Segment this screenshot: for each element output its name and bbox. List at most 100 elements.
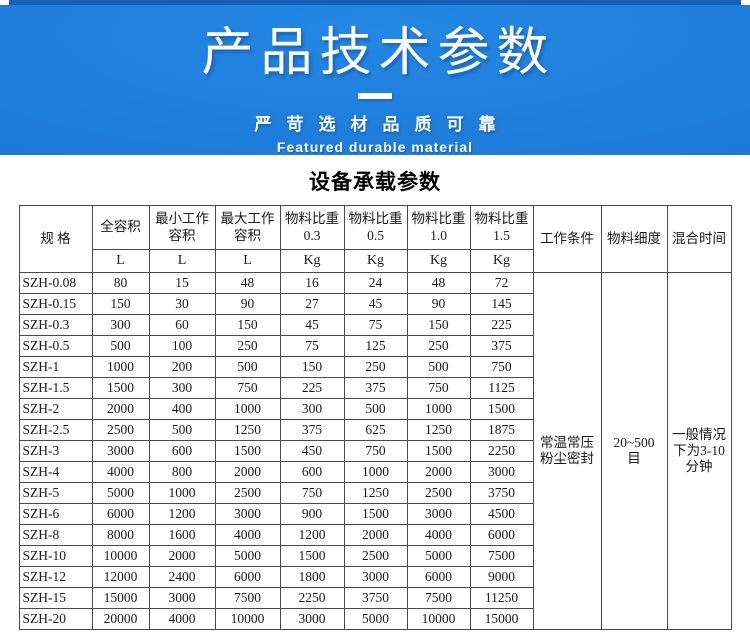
table-row: SZH-3 3000 600 1500 450 750 1500 2250 — [18, 440, 731, 462]
value-cell: 600 — [279, 461, 345, 483]
value-cell: 8000 — [91, 524, 150, 546]
value-cell: 48 — [406, 272, 471, 294]
spec-table-body: SZH-0.08 80 15 48 16 24 48 72 常温常压 粉尘密封 20~500 目一… — [18, 272, 732, 630]
value-cell: 45 — [279, 314, 345, 336]
value-cell: 30 — [148, 293, 216, 315]
value-cell: 3750 — [469, 482, 534, 504]
value-cell: 225 — [279, 377, 345, 399]
value-cell: 1600 — [148, 524, 216, 546]
unit-cell: Kg — [469, 249, 534, 273]
value-cell: 150 — [406, 314, 471, 336]
value-cell: 2250 — [279, 587, 345, 609]
value-cell: 900 — [279, 503, 345, 525]
value-cell: 90 — [214, 293, 281, 315]
table-row: SZH-0.3 300 60 150 45 75 150 225 — [18, 314, 731, 336]
value-cell: 1500 — [469, 398, 534, 420]
header-density-0-5: 物料比重 0.5 — [343, 205, 408, 250]
value-cell: 9000 — [469, 566, 534, 588]
spec-cell: SZH-12 — [18, 566, 93, 588]
value-cell: 72 — [469, 272, 534, 294]
header-density-1-0: 物料比重 1.0 — [406, 205, 471, 250]
unit-cell: L — [91, 249, 150, 273]
value-cell: 400 — [148, 398, 216, 420]
material-fineness-cell: 20~500 目 — [600, 272, 668, 630]
value-cell: 2500 — [406, 482, 471, 504]
value-cell: 250 — [214, 335, 281, 357]
value-cell: 1200 — [279, 524, 345, 546]
value-cell: 5000 — [343, 608, 408, 630]
value-cell: 6000 — [214, 566, 281, 588]
banner: 产品技术参数 严苛选材品质可靠 Featured durable materia… — [0, 5, 750, 155]
value-cell: 2000 — [406, 461, 471, 483]
value-cell: 7500 — [214, 587, 281, 609]
spec-cell: SZH-20 — [18, 608, 93, 630]
value-cell: 500 — [91, 335, 150, 357]
value-cell: 3000 — [279, 608, 345, 630]
value-cell: 1000 — [91, 356, 150, 378]
table-row: SZH-1.5 1500 300 750 225 375 750 1125 — [18, 377, 731, 399]
table-row: SZH-0.08 80 15 48 16 24 48 72 常温常压 粉尘密封 20~500 目一… — [18, 272, 732, 630]
value-cell: 48 — [214, 272, 281, 294]
header-mix-time: 混合时间 — [666, 205, 732, 273]
header-min-working-volume: 最小工作 容积 — [148, 205, 216, 250]
table-row: SZH-2.5 2500 500 1250 375 625 1250 1875 — [18, 419, 731, 441]
value-cell: 250 — [343, 356, 408, 378]
spec-cell: SZH-2 — [18, 398, 93, 420]
value-cell: 5000 — [406, 545, 471, 567]
table-row: SZH-1 1000 200 500 150 250 500 750 — [18, 356, 731, 378]
value-cell: 2000 — [148, 545, 216, 567]
value-cell: 800 — [148, 461, 216, 483]
spec-cell: SZH-1 — [18, 356, 93, 378]
table-row: SZH-10 10000 2000 5000 1500 2500 5000 7500 — [18, 545, 731, 567]
value-cell: 4500 — [469, 503, 534, 525]
value-cell: 2500 — [214, 482, 281, 504]
header-full-volume: 全容积 — [91, 205, 150, 250]
value-cell: 3000 — [469, 461, 534, 483]
value-cell: 45 — [343, 293, 408, 315]
work-condition-cell: 常温常压 粉尘密封 — [532, 272, 602, 630]
value-cell: 250 — [406, 335, 471, 357]
header-row-units: L L L Kg Kg Kg Kg — [19, 249, 731, 273]
value-cell: 750 — [279, 482, 345, 504]
value-cell: 750 — [469, 356, 534, 378]
value-cell: 7500 — [406, 587, 471, 609]
value-cell: 3000 — [343, 566, 408, 588]
value-cell: 1000 — [406, 398, 471, 420]
value-cell: 2250 — [469, 440, 534, 462]
value-cell: 100 — [148, 335, 216, 357]
value-cell: 150 — [279, 356, 345, 378]
value-cell: 300 — [279, 398, 345, 420]
title-underline-dash — [358, 93, 392, 99]
value-cell: 80 — [91, 272, 150, 294]
header-work-condition: 工作条件 — [532, 205, 602, 273]
value-cell: 125 — [343, 335, 408, 357]
value-cell: 450 — [279, 440, 345, 462]
value-cell: 4000 — [214, 524, 281, 546]
table-row: SZH-8 8000 1600 4000 1200 2000 4000 6000 — [18, 524, 731, 546]
header-density-0-3: 物料比重 0.3 — [279, 205, 345, 250]
value-cell: 2500 — [91, 419, 150, 441]
value-cell: 12000 — [91, 566, 150, 588]
value-cell: 10000 — [406, 608, 471, 630]
value-cell: 3000 — [148, 587, 216, 609]
value-cell: 6000 — [406, 566, 471, 588]
value-cell: 500 — [148, 419, 216, 441]
spec-cell: SZH-15 — [18, 587, 93, 609]
mix-time-cell: 一般情况 下为3-10 分钟 — [666, 272, 732, 630]
section-title: 设备承载参数 — [309, 170, 441, 194]
unit-cell: Kg — [343, 249, 408, 273]
value-cell: 4000 — [406, 524, 471, 546]
value-cell: 1125 — [469, 377, 534, 399]
unit-cell: L — [148, 249, 216, 273]
value-cell: 24 — [343, 272, 408, 294]
value-cell: 1500 — [343, 503, 408, 525]
spec-cell: SZH-0.08 — [18, 272, 93, 294]
unit-cell: L — [214, 249, 281, 273]
value-cell: 1875 — [469, 419, 534, 441]
value-cell: 600 — [148, 440, 216, 462]
header-material-fineness: 物料细度 — [600, 205, 668, 273]
header-spec: 规 格 — [18, 205, 93, 273]
header-max-working-volume: 最大工作 容积 — [214, 205, 281, 250]
header-density-1-5: 物料比重 1.5 — [469, 205, 534, 250]
spec-cell: SZH-0.15 — [18, 293, 93, 315]
